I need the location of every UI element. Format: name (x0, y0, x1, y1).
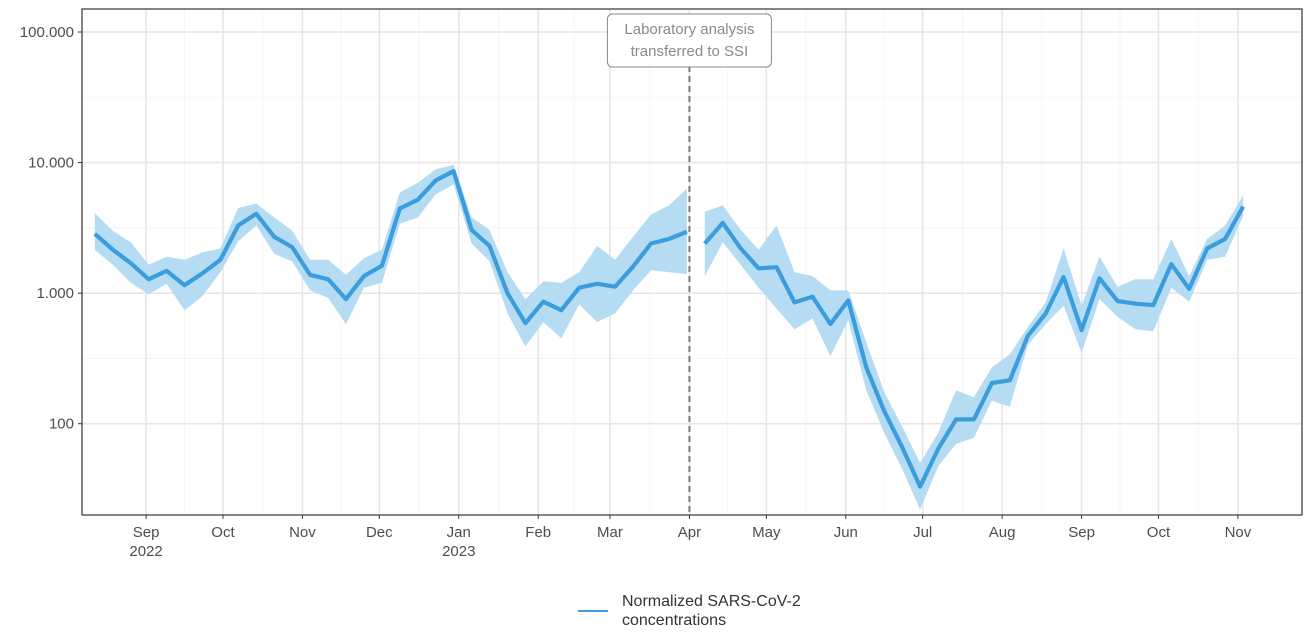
x-tick-label: Sep (133, 524, 160, 541)
confidence-band-1 (94, 164, 687, 347)
panel-border (81, 8, 1303, 516)
x-tick-label: Oct (211, 524, 235, 541)
x-tick-label: Sep (1068, 524, 1095, 541)
x-tick-label: Apr (678, 524, 701, 541)
x-tick-label: Jul (913, 524, 932, 541)
plot-background (82, 9, 1302, 515)
series-line-1 (93, 169, 688, 326)
y-tick-label: 10.000 (28, 155, 74, 172)
x-tick-label: Oct (1147, 524, 1171, 541)
x-tick-label: May (752, 524, 781, 541)
annotation-text: Laboratory analysis (624, 21, 754, 38)
confidence-band-2 (704, 195, 1244, 510)
x-tick-label: Nov (1225, 524, 1252, 541)
annotation-box (606, 13, 772, 68)
y-tick-label: 100 (49, 416, 74, 433)
x-tick-label: Aug (989, 524, 1016, 541)
x-tick-label: Feb (525, 524, 551, 541)
legend: Normalized SARS-CoV-2 concentrations (578, 592, 882, 630)
x-tick-year-label: 2022 (129, 543, 162, 560)
y-tick-label: 100.000 (20, 24, 74, 41)
x-tick-year-label: 2023 (442, 543, 475, 560)
x-tick-label: Jan (447, 524, 471, 541)
x-tick-label: Dec (366, 524, 393, 541)
legend-label: Normalized SARS-CoV-2 concentrations (622, 593, 801, 629)
x-tick-label: Jun (834, 524, 858, 541)
x-tick-label: Nov (289, 524, 316, 541)
legend-swatch (578, 610, 608, 612)
x-tick-label: Mar (597, 524, 623, 541)
y-tick-label: 1.000 (36, 285, 74, 302)
annotation-text: transferred to SSI (631, 43, 749, 60)
series-line-2 (703, 205, 1245, 489)
